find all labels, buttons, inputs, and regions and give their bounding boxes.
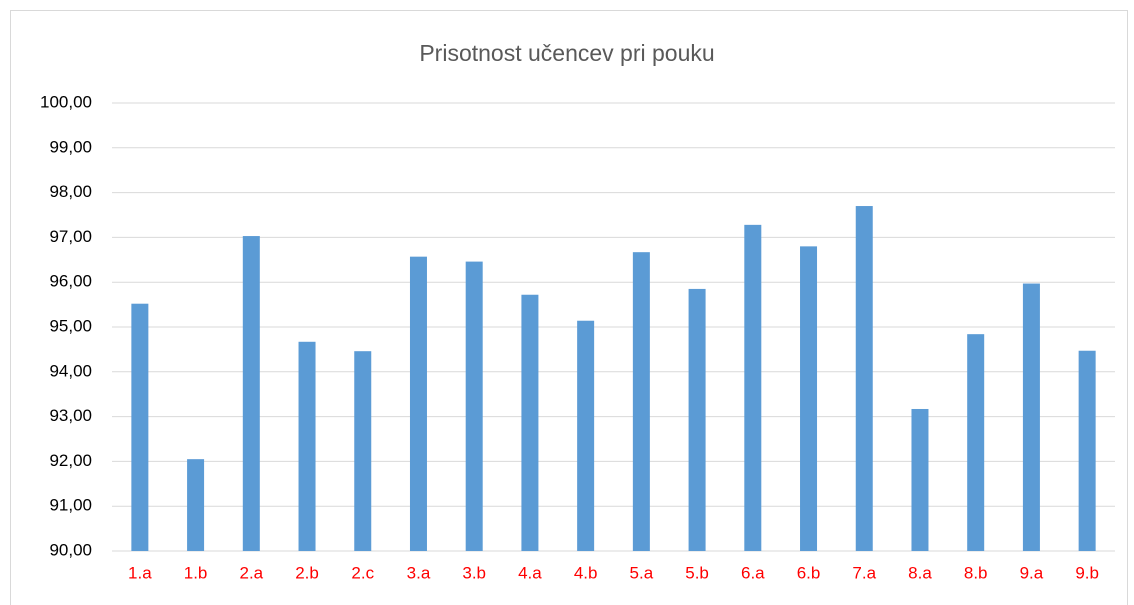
y-tick-label: 97,00 [49,227,92,246]
x-tick-label: 9.a [1020,563,1044,582]
bar [688,288,706,551]
x-tick-label: 6.b [797,563,821,582]
x-tick-label: 5.a [630,563,654,582]
bar [187,459,205,551]
y-tick-label: 95,00 [49,316,92,335]
x-tick-label: 1.b [184,563,208,582]
chart-frame [10,10,1128,605]
bar [131,303,149,551]
x-tick-label: 9.b [1075,563,1099,582]
x-tick-label: 1.a [128,563,152,582]
x-tick-label: 5.b [685,563,709,582]
x-tick-label: 3.b [462,563,486,582]
bar [409,256,427,551]
y-tick-label: 91,00 [49,496,92,515]
bar [1078,350,1096,551]
bar [744,224,762,551]
x-tick-label: 7.a [852,563,876,582]
y-tick-label: 93,00 [49,406,92,425]
bar [521,294,539,551]
x-tick-label: 6.a [741,563,765,582]
y-tick-label: 90,00 [49,540,92,559]
bar [967,334,985,551]
y-tick-label: 99,00 [49,137,92,156]
bar [855,206,873,552]
y-tick-label: 100,00 [40,92,92,111]
x-tick-label: 4.b [574,563,598,582]
bar [800,246,818,552]
bar [1022,283,1040,551]
x-tick-label: 3.a [407,563,431,582]
bar [354,351,372,551]
bar [577,320,595,551]
x-tick-label: 4.a [518,563,542,582]
bar [465,261,483,551]
chart-title: Prisotnost učencev pri pouku [419,40,714,66]
x-tick-label: 8.b [964,563,988,582]
bar [632,252,650,551]
bar [242,236,260,551]
y-tick-label: 92,00 [49,451,92,470]
x-tick-label: 2.c [351,563,374,582]
y-tick-label: 94,00 [49,361,92,380]
bar [298,341,316,551]
bar [911,408,929,551]
y-tick-label: 98,00 [49,182,92,201]
x-tick-label: 2.b [295,563,319,582]
x-tick-label: 2.a [239,563,263,582]
x-tick-label: 8.a [908,563,932,582]
y-tick-label: 96,00 [49,272,92,291]
